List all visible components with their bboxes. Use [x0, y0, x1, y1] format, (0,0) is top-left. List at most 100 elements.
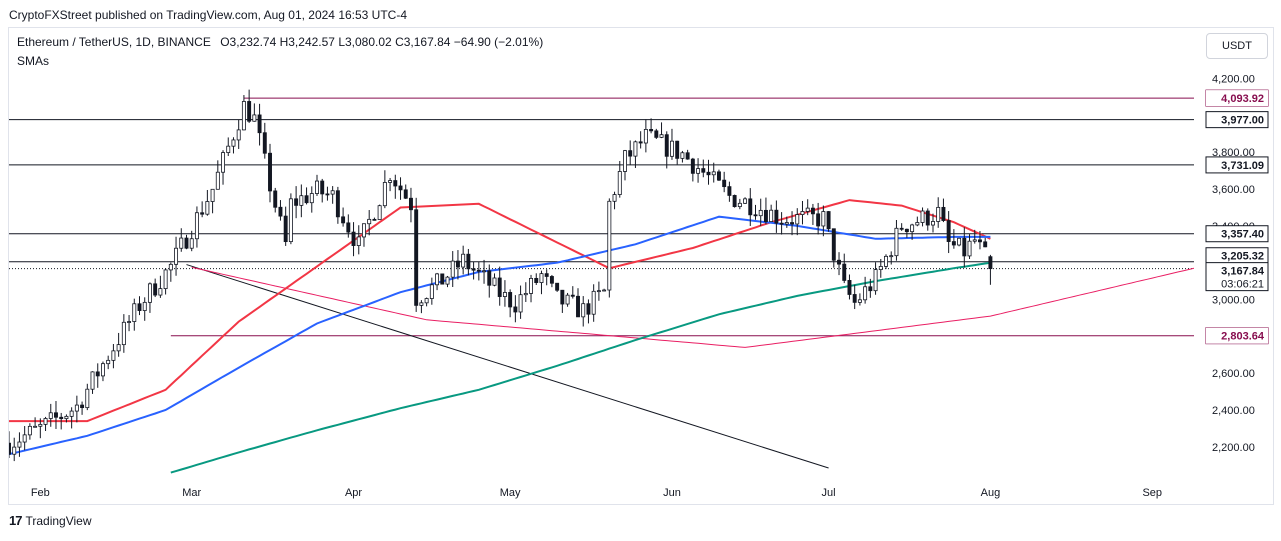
candle-body	[95, 371, 100, 377]
candle-body	[711, 171, 716, 176]
candle-body	[633, 141, 638, 157]
price-label-box	[1205, 262, 1269, 292]
candle-body	[957, 237, 962, 246]
candle-body	[868, 286, 873, 292]
candle-body	[142, 301, 147, 311]
indicator-label[interactable]: SMAs	[17, 54, 50, 68]
candle-body	[440, 273, 445, 285]
candle-body	[596, 290, 601, 293]
candle-body	[680, 152, 685, 159]
tv-logo-icon: 17	[9, 513, 23, 528]
candle-body	[315, 180, 319, 194]
candle-body	[309, 193, 314, 204]
candle-body	[847, 280, 852, 295]
candle-body	[38, 423, 43, 427]
candle-body	[346, 222, 351, 233]
price-label-text: 3,357.40	[1221, 229, 1264, 241]
candle-body	[643, 129, 648, 144]
candle-body	[304, 195, 309, 204]
chart-frame	[8, 27, 1274, 505]
candle-body	[722, 179, 727, 188]
candle-body	[403, 189, 408, 199]
candle-body	[857, 299, 862, 303]
candle-body	[221, 152, 225, 173]
candle-body	[43, 418, 48, 425]
tradingview-footer[interactable]: 17 TradingView	[9, 513, 92, 528]
candle-body	[455, 260, 460, 268]
y-tick-label: 3,800.00	[1212, 147, 1255, 159]
ohlc-high: H3,242.57	[279, 35, 335, 49]
candle-body	[899, 227, 904, 230]
candle-body	[696, 168, 701, 174]
candle-body	[168, 263, 173, 271]
candle-body	[27, 425, 32, 436]
candle-body	[591, 290, 596, 315]
candle-body	[377, 205, 382, 220]
candle-body	[753, 214, 758, 217]
candle-body	[701, 168, 706, 173]
candle-body	[132, 303, 137, 322]
arc-line	[191, 266, 1194, 348]
candle-body	[576, 295, 580, 318]
x-tick-label: Apr	[345, 487, 362, 499]
candle-body	[153, 283, 158, 296]
candle-body	[748, 198, 753, 216]
candle-body	[147, 283, 152, 303]
currency-button[interactable]: USDT	[1206, 33, 1268, 59]
candle-body	[920, 210, 925, 223]
candle-body	[90, 371, 95, 390]
candle-body	[236, 129, 241, 141]
candle-body	[288, 198, 293, 243]
candle-body	[654, 130, 659, 138]
candle-body	[466, 253, 471, 270]
candle-body	[607, 200, 612, 291]
candle-body	[743, 198, 748, 204]
candle-body	[675, 140, 680, 159]
candle-body	[330, 190, 335, 195]
sma-line	[170, 261, 991, 474]
candle-body	[325, 193, 330, 196]
candle-body	[111, 350, 116, 361]
price-label-text: 4,093.92	[1221, 93, 1264, 105]
x-tick-label: Feb	[31, 487, 50, 499]
sma-line	[9, 199, 991, 423]
candle-body	[842, 263, 847, 281]
candle-body	[769, 209, 774, 222]
candle-body	[555, 282, 560, 291]
candle-body	[64, 415, 69, 420]
candle-body	[179, 237, 184, 249]
price-label-box	[1205, 156, 1269, 174]
candle-body	[226, 145, 231, 153]
candle-body	[174, 247, 179, 265]
candle-body	[529, 277, 533, 294]
candle-body	[116, 344, 121, 352]
candle-body	[450, 260, 455, 278]
ohlc-close: C3,167.84	[395, 35, 451, 49]
candle-body	[194, 212, 199, 240]
candle-body	[946, 220, 951, 242]
x-tick-label: Sep	[1142, 487, 1162, 499]
ohlc-open: O3,232.74	[220, 35, 277, 49]
candle-body	[664, 134, 669, 157]
candle-body	[200, 212, 205, 215]
y-tick-label: 2,200.00	[1212, 442, 1255, 454]
candle-body	[810, 207, 815, 215]
candle-body	[247, 101, 252, 122]
candle-body	[424, 298, 429, 304]
y-tick-label: 4,200.00	[1212, 74, 1255, 86]
price-label-text: 2,803.64	[1221, 331, 1265, 343]
x-tick-label: Jun	[663, 487, 681, 499]
candle-body	[628, 150, 633, 157]
candle-body	[727, 186, 732, 196]
candle-body	[22, 434, 27, 443]
candle-body	[121, 321, 126, 346]
y-tick-label: 2,600.00	[1212, 368, 1255, 380]
candle-body	[74, 404, 79, 412]
candle-body	[231, 139, 236, 147]
candle-body	[795, 214, 800, 225]
candle-body	[127, 321, 132, 323]
candle-body	[732, 195, 737, 208]
candle-body	[487, 270, 492, 286]
candle-body	[471, 268, 476, 271]
